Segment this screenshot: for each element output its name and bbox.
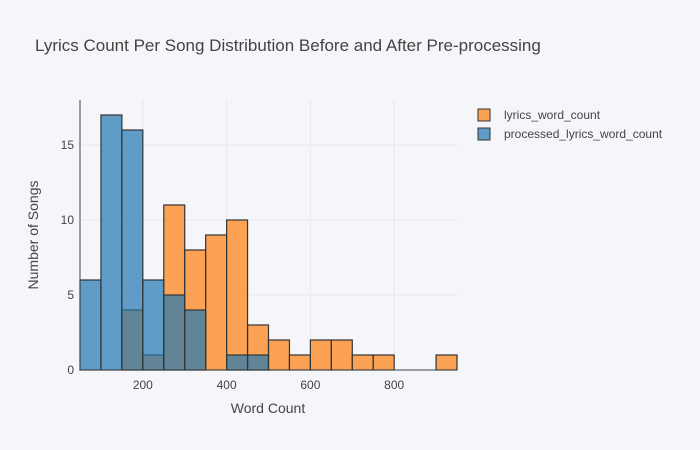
histogram-bar[interactable] bbox=[142, 279, 165, 371]
axes bbox=[79, 100, 457, 371]
x-tick-label: 400 bbox=[217, 378, 237, 392]
x-axis-title: Word Count bbox=[231, 400, 306, 416]
legend-label[interactable]: lyrics_word_count bbox=[504, 108, 601, 122]
chart-title: Lyrics Count Per Song Distribution Befor… bbox=[35, 36, 541, 55]
y-tick-label: 0 bbox=[67, 363, 74, 377]
histogram-bar[interactable] bbox=[246, 354, 270, 371]
bars bbox=[79, 114, 458, 371]
histogram-bar[interactable] bbox=[205, 234, 228, 371]
legend-swatch[interactable] bbox=[477, 127, 491, 141]
x-tick-label: 200 bbox=[133, 378, 153, 392]
x-tick-label: 800 bbox=[384, 378, 404, 392]
y-tick-label: 15 bbox=[61, 138, 75, 152]
histogram-bar[interactable] bbox=[267, 339, 291, 371]
tick-labels: 200 400 600 800 0 5 10 15 bbox=[61, 138, 405, 392]
histogram-bar[interactable] bbox=[309, 339, 332, 371]
histogram-bar[interactable] bbox=[435, 354, 458, 371]
histogram-bar[interactable] bbox=[184, 309, 207, 371]
histogram-bar[interactable] bbox=[288, 354, 311, 371]
x-tick-label: 600 bbox=[300, 378, 320, 392]
histogram-bar[interactable] bbox=[351, 354, 374, 371]
histogram-bar[interactable] bbox=[100, 114, 123, 371]
histogram-bar[interactable] bbox=[226, 219, 249, 371]
histogram-bar[interactable] bbox=[226, 354, 249, 371]
histogram-bar[interactable] bbox=[163, 294, 186, 371]
histogram-bar[interactable] bbox=[330, 339, 353, 371]
histogram-bar[interactable] bbox=[372, 354, 395, 371]
y-tick-label: 5 bbox=[67, 288, 74, 302]
histogram-bar[interactable] bbox=[79, 279, 102, 371]
legend[interactable]: lyrics_word_count processed_lyrics_word_c… bbox=[477, 108, 663, 141]
y-axis-title: Number of Songs bbox=[25, 181, 41, 290]
legend-swatch[interactable] bbox=[477, 108, 491, 122]
y-tick-label: 10 bbox=[61, 213, 75, 227]
histogram-bar[interactable] bbox=[121, 129, 144, 371]
legend-label[interactable]: processed_lyrics_word_count bbox=[504, 127, 663, 141]
